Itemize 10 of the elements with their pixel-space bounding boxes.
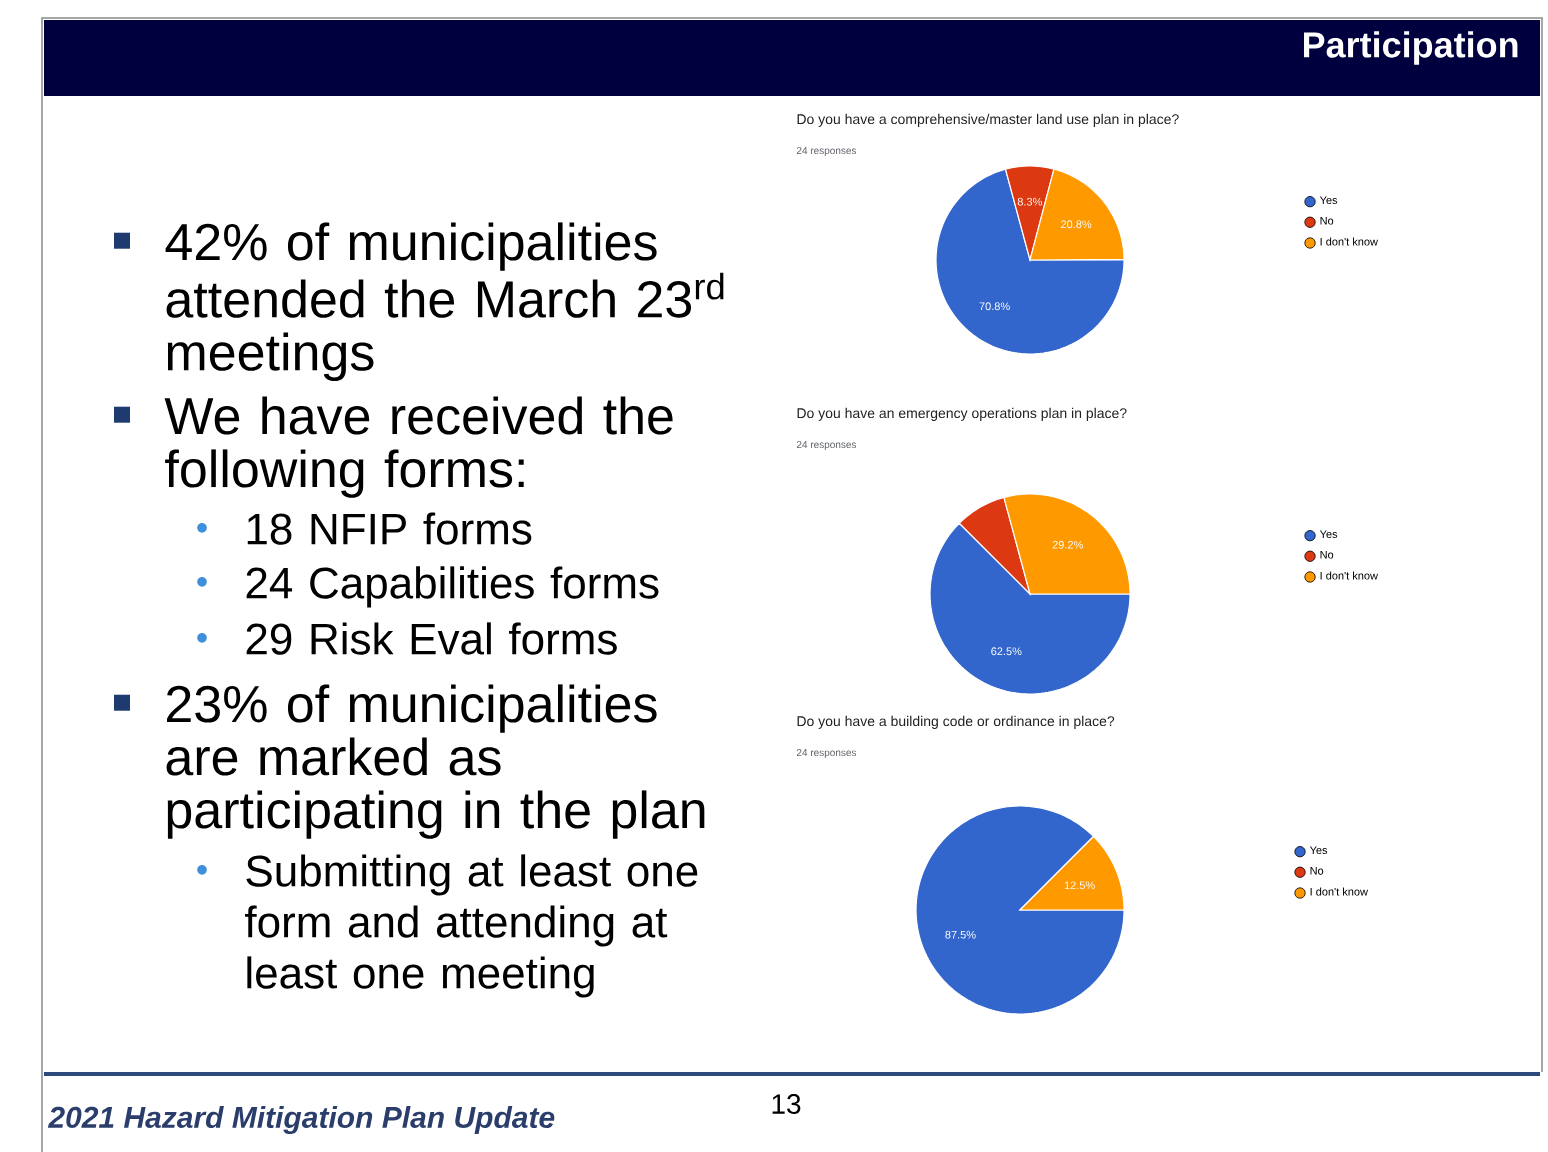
text: 2021 Hazard Mitigation Plan Update	[47, 1106, 555, 1134]
text: 23% of municipalities are marked as participating in the plan	[166, 684, 705, 839]
text: 24 Capabilities forms	[246, 566, 659, 608]
text: 29 Risk Eval forms	[246, 622, 617, 655]
text: 42% of municipalities attended the March 23$^{rd}$ meetings	[165, 222, 724, 382]
text: Participation	[1303, 31, 1518, 65]
text: 18 NFIP forms	[247, 512, 532, 545]
text: Submitting at least one form and attending at least one meeting	[245, 854, 698, 998]
text: We have received the following forms:	[164, 396, 673, 498]
text: 13	[772, 1094, 801, 1114]
